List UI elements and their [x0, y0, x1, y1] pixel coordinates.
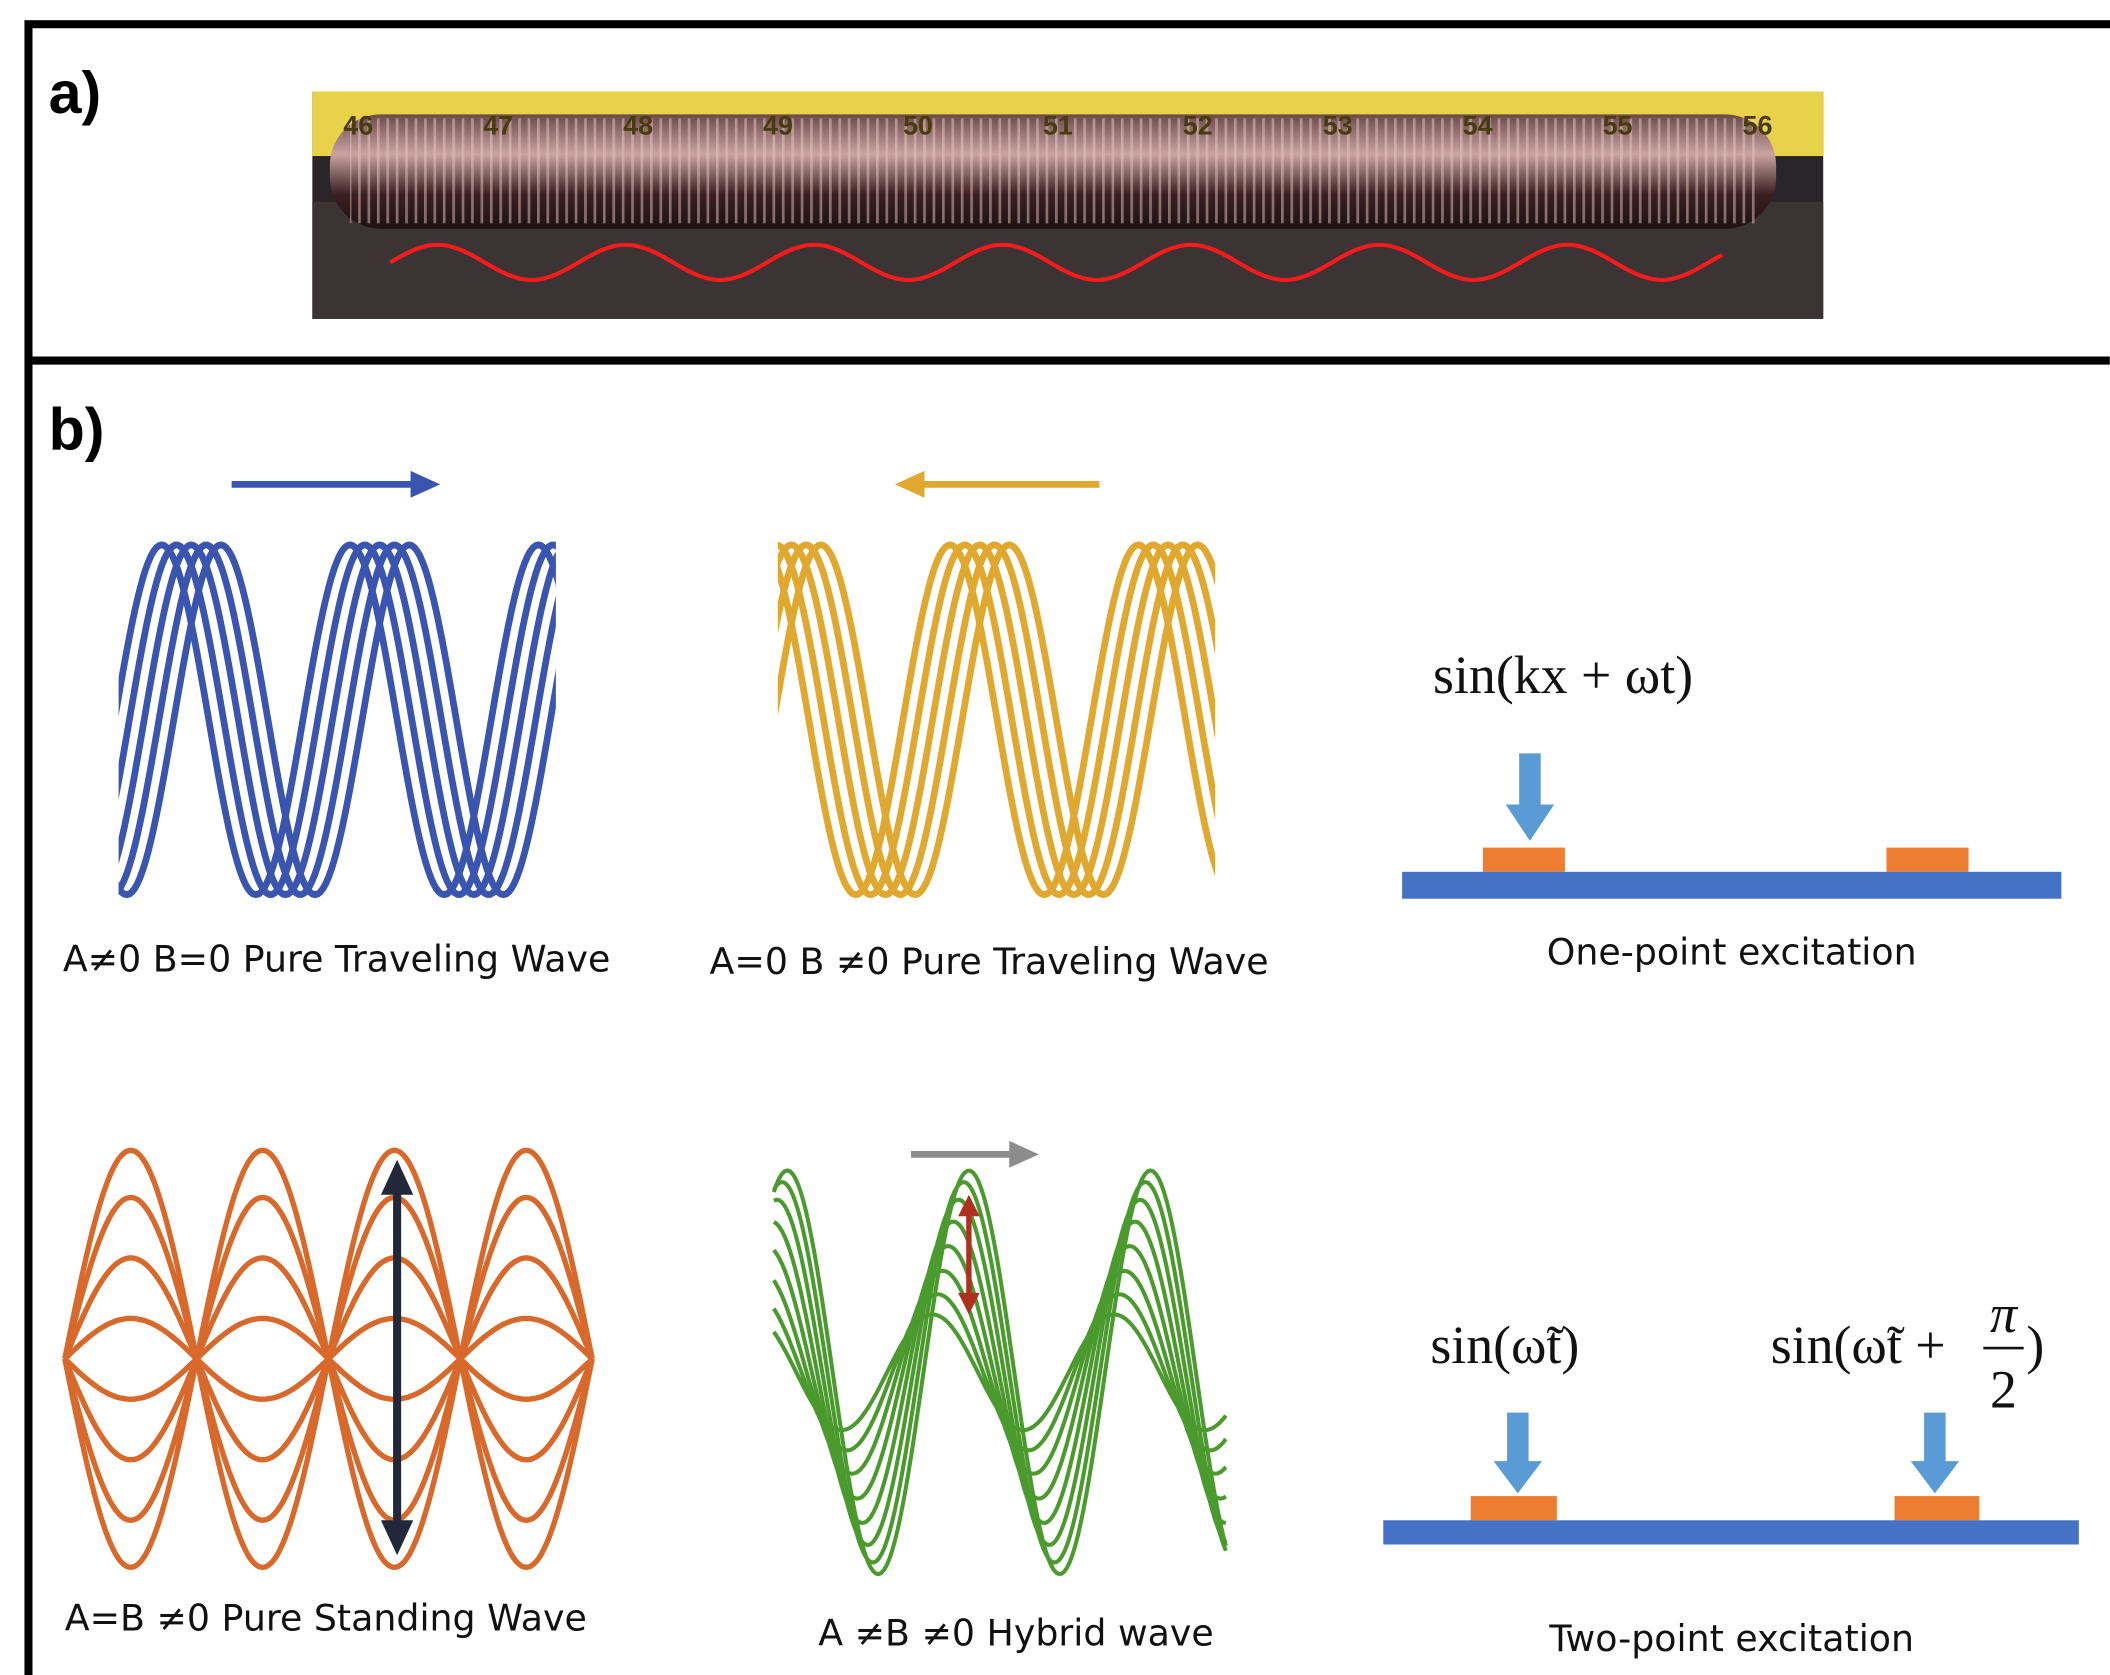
ruler-label: 56 [1742, 111, 1772, 141]
standing-wave-line [65, 1150, 592, 1567]
ruler-label: 50 [903, 111, 933, 141]
formula-part: ) [2026, 1315, 2044, 1375]
excitation-diagrams [1383, 753, 2079, 1544]
formula: sin(kx + ωt) [1433, 645, 1693, 705]
ruler-label: 51 [1043, 111, 1073, 141]
ruler-label: 49 [763, 111, 793, 141]
ruler-label: 47 [483, 111, 513, 141]
ruler-label: 54 [1463, 111, 1493, 141]
ruler-label: 52 [1183, 111, 1213, 141]
formula: sin(ω̃t) [1430, 1315, 1579, 1375]
panel-label: a) [49, 59, 102, 126]
caption: A ≠B ≠0 Hybrid wave [818, 1611, 1214, 1654]
waves [41, 545, 1292, 1574]
formula-part: sin(ω̃t + [1771, 1315, 1946, 1375]
formula-fraction: sin(ω̃t + π 2 ) [1771, 1284, 2045, 1419]
formula-part: π [1990, 1284, 2019, 1344]
traveling-wave [41, 545, 633, 895]
caption: A≠0 B=0 Pure Traveling Wave [63, 937, 611, 980]
figure: a) b) 46 47 48 49 50 51 52 53 54 55 56 A≠0 B=0 Pur… [0, 0, 2110, 1675]
formula-part: 2 [1990, 1359, 2017, 1419]
ruler-label: 53 [1323, 111, 1353, 141]
caption: One-point excitation [1547, 931, 1917, 974]
ruler-label: 46 [343, 111, 373, 141]
caption: A=B ≠0 Pure Standing Wave [65, 1597, 587, 1640]
ruler-label: 48 [623, 111, 653, 141]
millipede-photo: 46 47 48 49 50 51 52 53 54 55 56 [312, 91, 1823, 318]
page: a) b) 46 47 48 49 50 51 52 53 54 55 56 A≠0 B=0 Pur… [0, 0, 2110, 1675]
caption: Two-point excitation [1548, 1617, 1914, 1660]
caption: A=0 B ≠0 Pure Traveling Wave [710, 940, 1269, 983]
traveling-wave [700, 545, 1292, 895]
ruler-label: 55 [1603, 111, 1633, 141]
panel-label: b) [49, 395, 105, 462]
